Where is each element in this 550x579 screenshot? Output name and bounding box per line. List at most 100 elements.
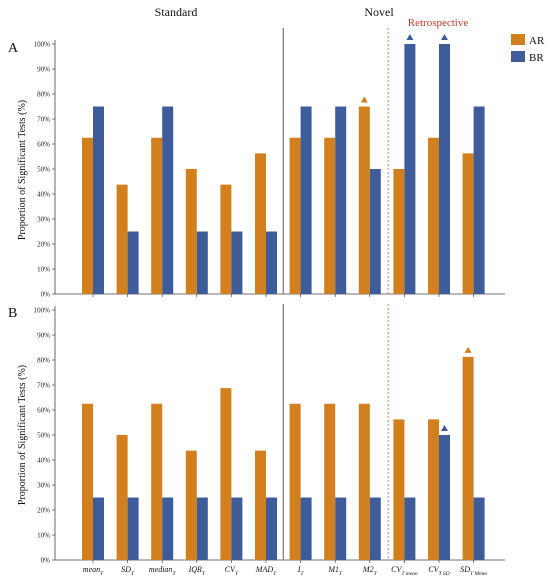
- bar-br: [439, 44, 450, 294]
- y-tick-label: 30%: [37, 482, 50, 490]
- legend-label-br: BR: [529, 52, 544, 64]
- y-axis-label-b: Proportion of Significant Tests (%): [17, 365, 28, 505]
- category-label: M1T: [327, 565, 343, 577]
- bar-ar: [462, 356, 474, 560]
- bar-ar: [82, 403, 93, 560]
- bar-br: [266, 497, 277, 560]
- header-novel: Novel: [364, 5, 394, 19]
- y-tick-label: 60%: [37, 141, 50, 149]
- bar-br: [127, 231, 139, 294]
- bar-ar: [358, 106, 370, 294]
- y-axis-label: Proportion of Significant Tests (%): [17, 100, 28, 240]
- bar-ar: [324, 403, 336, 560]
- bar-br: [335, 497, 347, 560]
- bar-br: [162, 106, 174, 294]
- bar-br: [196, 231, 208, 294]
- bar-br: [473, 497, 485, 560]
- y-tick-label: 20%: [37, 241, 50, 249]
- bar-ar: [82, 137, 93, 294]
- y-tick-label: 40%: [37, 457, 50, 465]
- bar-ar: [255, 153, 266, 294]
- bar-br: [369, 497, 381, 560]
- category-label: medianT: [149, 565, 177, 577]
- header-standard: Standard: [155, 5, 198, 19]
- category-label: SDT: [121, 565, 135, 577]
- marker-triangle-ar: [360, 96, 368, 103]
- bar-br: [300, 497, 312, 560]
- bar-ar: [116, 435, 128, 560]
- bar-br: [300, 106, 312, 294]
- y-tick-label: 10%: [37, 532, 50, 540]
- bar-ar: [255, 450, 266, 560]
- category-label: CVT mean: [391, 565, 418, 577]
- y-tick-label: 0%: [41, 557, 51, 565]
- y-tick-label: 80%: [37, 91, 50, 99]
- bar-ar: [220, 388, 232, 560]
- bar-br: [231, 231, 243, 294]
- y-tick-label: 40%: [37, 191, 50, 199]
- bar-ar: [428, 137, 439, 294]
- bar-br: [369, 169, 381, 294]
- bar-br: [404, 44, 416, 294]
- category-label: IT: [297, 565, 305, 577]
- y-tick-label: 70%: [37, 116, 50, 124]
- bar-br: [439, 435, 450, 560]
- bar-br: [162, 497, 174, 560]
- panel-A: 0% 10% 20% 30% 40% 50% 60% 70% 80% 90% 100%: [34, 28, 505, 299]
- marker-triangle-ar: [464, 346, 472, 353]
- bar-br: [93, 497, 104, 560]
- category-label: CVT: [225, 565, 239, 577]
- panel-B: 0% 10% 20% 30% 40% 50% 60% 70% 80% 90% 100% meanT SD…: [34, 304, 505, 577]
- bar-ar: [185, 169, 197, 294]
- legend-label-ar: AR: [529, 35, 545, 47]
- legend: AR BR: [511, 34, 545, 64]
- marker-triangle-br: [406, 34, 414, 40]
- category-label: meanT: [83, 565, 104, 577]
- category-label: SDT Mmm: [460, 565, 487, 577]
- y-tick-label: 50%: [37, 166, 50, 174]
- bar-ar: [220, 184, 232, 294]
- legend-swatch-br: [511, 51, 525, 62]
- bar-br: [404, 497, 416, 560]
- bar-ar: [116, 184, 128, 294]
- y-tick-label: 60%: [37, 407, 50, 415]
- y-tick-label: 20%: [37, 507, 50, 515]
- header-retrospective: Retrospective: [408, 17, 469, 29]
- y-tick-label: 100%: [34, 41, 51, 49]
- bar-ar: [289, 137, 301, 294]
- y-tick-label: 70%: [37, 382, 50, 390]
- category-label: M2T: [362, 565, 378, 577]
- category-label: CVT SD: [428, 565, 449, 577]
- bar-ar: [289, 403, 301, 560]
- bar-ar: [462, 153, 474, 294]
- bar-br: [335, 106, 347, 294]
- bar-br: [196, 497, 208, 560]
- bar-br: [93, 106, 104, 294]
- panel-label-a: A: [8, 41, 19, 56]
- bar-ar: [393, 419, 405, 560]
- bar-ar: [324, 137, 336, 294]
- y-tick-label: 90%: [37, 332, 50, 340]
- bar-ar: [428, 419, 439, 560]
- category-label: IQRT: [188, 565, 206, 577]
- bar-br: [473, 106, 485, 294]
- legend-swatch-ar: [511, 34, 525, 45]
- y-tick-label: 0%: [41, 291, 51, 299]
- bar-ar: [358, 403, 370, 560]
- bar-br: [231, 497, 243, 560]
- y-tick-label: 100%: [34, 307, 51, 315]
- marker-triangle-br: [441, 425, 448, 431]
- y-tick-label: 10%: [37, 266, 50, 274]
- bar-ar: [185, 450, 197, 560]
- marker-triangle-br: [441, 34, 448, 40]
- y-tick-label: 50%: [37, 432, 50, 440]
- chart-panels: 0% 10% 20% 30% 40% 50% 60% 70% 80% 90% 100% 0% 10% 20…: [34, 28, 505, 577]
- bar-br: [266, 231, 277, 294]
- panel-label-b: B: [8, 306, 17, 321]
- bar-ar: [393, 169, 405, 294]
- y-tick-label: 80%: [37, 357, 50, 365]
- bar-ar: [151, 403, 163, 560]
- y-tick-label: 90%: [37, 66, 50, 74]
- y-tick-label: 30%: [37, 216, 50, 224]
